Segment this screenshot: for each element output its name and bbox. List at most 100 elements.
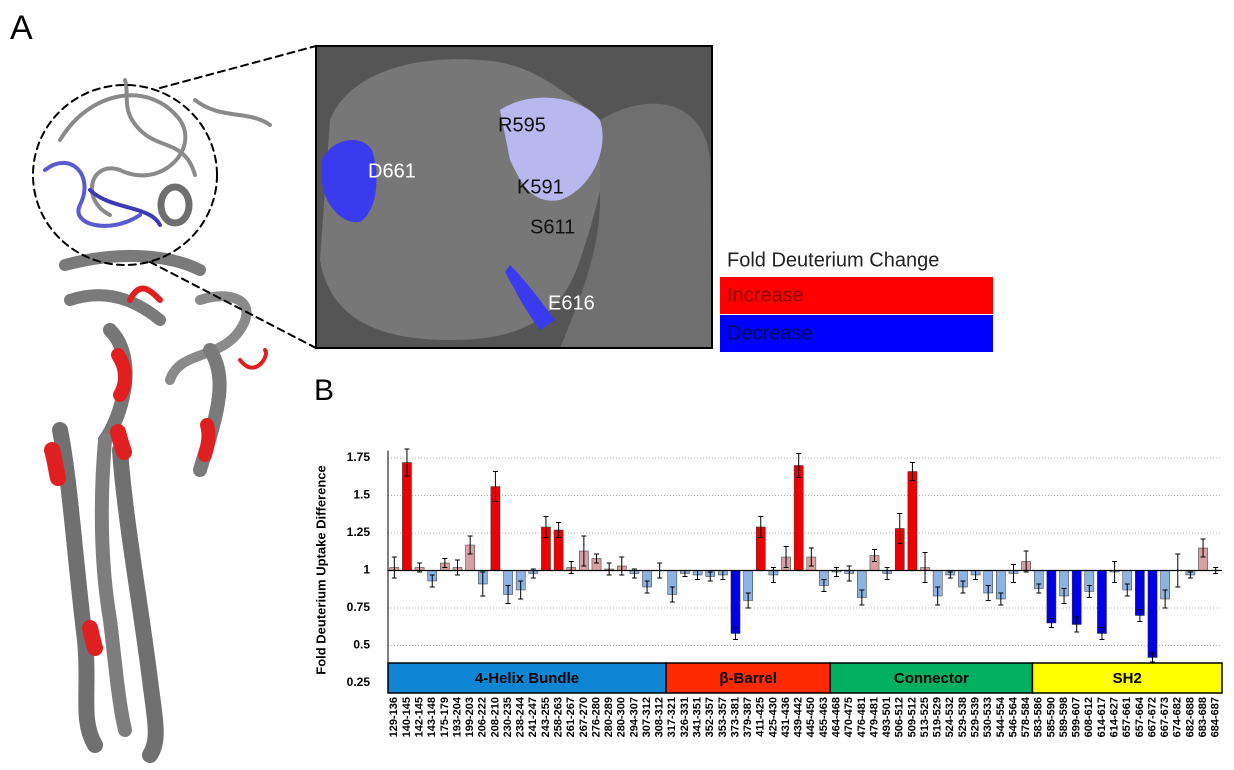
x-tick-label: 455-463 — [818, 697, 830, 737]
panel-label: B — [314, 374, 334, 407]
x-tick-label: 583-586 — [1033, 697, 1045, 737]
x-tick-label: 258-263 — [552, 697, 564, 737]
y-tick-label: 1.25 — [347, 525, 371, 539]
x-tick-label: 470-475 — [843, 697, 855, 737]
panel-label: A — [10, 9, 33, 47]
y-tick-label: 0.25 — [347, 675, 371, 689]
x-tick-label: 193-204 — [451, 696, 463, 737]
x-tick-label: 261-267 — [565, 697, 577, 737]
residue-label: D661 — [368, 160, 416, 182]
domain-box — [1031, 662, 1223, 694]
x-tick-label: 476-481 — [856, 697, 868, 737]
x-tick-label: 667-673 — [1159, 697, 1171, 737]
x-tick-label: 379-387 — [742, 697, 754, 737]
x-tick-label: 667-672 — [1146, 697, 1158, 737]
domain-box — [829, 662, 1034, 694]
x-tick-label: 352-357 — [704, 697, 716, 737]
x-tick-label: 276-280 — [590, 697, 602, 737]
x-tick-label: 431-436 — [780, 697, 792, 737]
y-tick-label: 1.5 — [353, 488, 370, 502]
x-tick-label: 411-425 — [755, 697, 767, 737]
x-tick-label: 530-533 — [982, 697, 994, 737]
x-tick-label: 208-210 — [489, 697, 501, 737]
x-tick-label: 243-255 — [540, 697, 552, 737]
y-tick-label: 0.75 — [347, 600, 371, 614]
y-tick-label: 1.75 — [347, 450, 371, 464]
x-tick-label: 578-584 — [1020, 696, 1032, 737]
x-tick-label: 684-687 — [1210, 697, 1222, 737]
x-tick-label: 326-331 — [679, 697, 691, 737]
x-tick-label: 529-539 — [969, 697, 981, 737]
domain-label: 4-Helix Bundle — [475, 670, 579, 687]
x-tick-label: 425-430 — [767, 697, 779, 737]
legend-label: Increase — [727, 284, 804, 306]
x-tick-label: 238-244 — [515, 696, 527, 737]
bar — [907, 471, 918, 571]
y-axis-title: Fold Deuterium Uptake Difference — [313, 465, 328, 675]
x-tick-label: 529-538 — [957, 697, 969, 737]
bar — [1135, 570, 1145, 616]
bar — [1046, 570, 1057, 624]
x-tick-label: 445-450 — [805, 697, 817, 737]
residue-label: K591 — [517, 176, 564, 198]
x-tick-label: 524-532 — [944, 697, 956, 737]
protein-cartoon — [32, 45, 317, 763]
x-tick-label: 657-661 — [1121, 697, 1133, 737]
x-tick-label: 682-688 — [1184, 697, 1196, 737]
x-tick-label: 143-148 — [426, 697, 438, 737]
domain-label: Connector — [894, 670, 969, 687]
x-tick-label: 506-512 — [894, 697, 906, 737]
x-tick-label: 614-627 — [1108, 697, 1120, 737]
x-tick-label: 280-289 — [603, 697, 615, 737]
x-tick-label: 140-145 — [401, 697, 413, 737]
y-tick-label: 0.5 — [353, 638, 370, 652]
residue-label: S611 — [530, 216, 575, 238]
x-tick-label: 129-136 — [388, 697, 400, 737]
bar — [793, 465, 804, 571]
x-tick-label: 464-468 — [830, 697, 842, 737]
bar — [1097, 570, 1107, 634]
x-tick-label: 683-688 — [1197, 697, 1209, 737]
x-tick-label: 142-145 — [413, 697, 425, 737]
x-tick-label: 544-554 — [995, 696, 1007, 737]
domain-label: SH2 — [1113, 670, 1142, 687]
x-tick-label: 519-529 — [932, 697, 944, 737]
surface-inset — [315, 45, 713, 349]
x-tick-label: 307-312 — [641, 697, 653, 737]
x-tick-label: 353-357 — [717, 697, 729, 737]
domain-label: β-Barrel — [719, 670, 777, 687]
x-tick-label: 614-617 — [1096, 697, 1108, 737]
x-tick-label: 267-270 — [578, 697, 590, 737]
domain-box — [387, 662, 667, 694]
x-tick-label: 546-564 — [1007, 696, 1019, 737]
x-tick-label: 509-512 — [906, 697, 918, 737]
x-tick-label: 199-203 — [464, 697, 476, 737]
legend-swatch — [720, 277, 993, 314]
x-tick-label: 513-525 — [919, 697, 931, 737]
residue-label: R595 — [498, 114, 546, 136]
legend-title: Fold Deuterium Change — [727, 249, 939, 271]
x-tick-label: 493-501 — [881, 697, 893, 737]
bar — [402, 462, 412, 571]
x-tick-label: 175-179 — [439, 697, 451, 737]
x-tick-label: 585-590 — [1045, 697, 1057, 737]
bar — [1071, 570, 1082, 625]
residue-label: E616 — [548, 292, 595, 314]
legend-label: Decrease — [727, 322, 813, 344]
x-tick-label: 674-682 — [1172, 697, 1184, 737]
y-tick-label: 1 — [363, 563, 370, 577]
x-tick-label: 608-612 — [1083, 697, 1095, 737]
x-tick-label: 294-307 — [628, 697, 640, 737]
x-tick-label: 373-381 — [729, 697, 741, 737]
x-tick-label: 341-351 — [691, 697, 703, 737]
x-tick-label: 280-300 — [616, 697, 628, 737]
x-tick-label: 589-598 — [1058, 697, 1070, 737]
x-tick-label: 599-607 — [1071, 697, 1083, 737]
x-tick-label: 206-222 — [477, 697, 489, 737]
x-tick-label: 439-442 — [793, 697, 805, 737]
bar — [730, 570, 741, 634]
bar — [1147, 570, 1158, 658]
legend-swatch — [720, 315, 993, 352]
